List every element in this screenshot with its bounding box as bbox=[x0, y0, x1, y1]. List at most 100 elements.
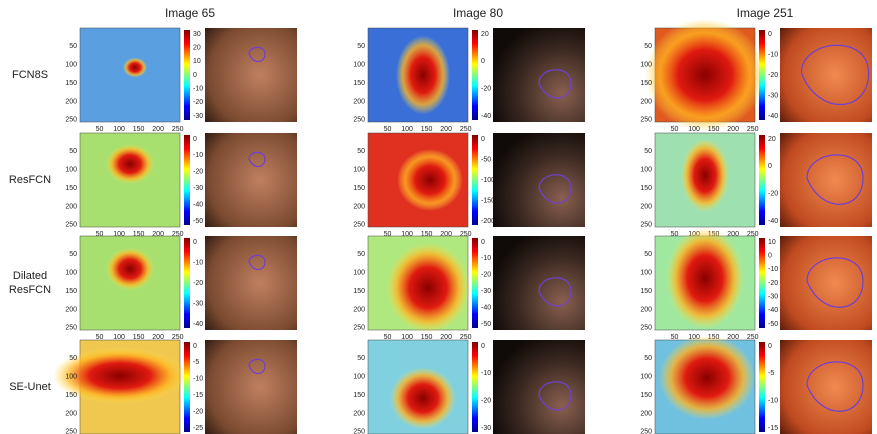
colorbar-tick-label: -30 bbox=[193, 185, 203, 192]
y-tick-label: 50 bbox=[69, 43, 77, 50]
y-tick-label: 100 bbox=[640, 167, 652, 174]
x-tick-label: 150 bbox=[708, 126, 720, 133]
colorbar-tick-label: -20 bbox=[193, 169, 203, 176]
y-tick-label: 250 bbox=[353, 117, 365, 124]
colorbar bbox=[759, 238, 765, 328]
colorbar-tick-label: -10 bbox=[193, 86, 203, 93]
heatmap-blob bbox=[659, 335, 755, 420]
y-tick-label: 250 bbox=[640, 429, 652, 434]
colorbar-tick-label: -50 bbox=[768, 321, 778, 328]
colorbar-tick-label: -20 bbox=[193, 280, 203, 287]
colorbar-tick-label: 0 bbox=[481, 343, 485, 350]
y-tick-label: 200 bbox=[353, 410, 365, 417]
colorbar-tick-label: -5 bbox=[193, 359, 199, 366]
colorbar-tick-label: -25 bbox=[193, 425, 203, 432]
y-tick-label: 50 bbox=[644, 148, 652, 155]
y-tick-label: 50 bbox=[644, 251, 652, 258]
colorbar-tick-label: -40 bbox=[768, 218, 778, 225]
endoscopy-image bbox=[205, 28, 297, 122]
heatmap-blob bbox=[645, 19, 765, 132]
y-tick-label: 200 bbox=[353, 203, 365, 210]
y-tick-label: 50 bbox=[69, 251, 77, 258]
heatmap-blob bbox=[397, 149, 463, 211]
colorbar bbox=[759, 342, 765, 432]
y-tick-label: 150 bbox=[353, 392, 365, 399]
x-tick-label: 200 bbox=[440, 126, 452, 133]
y-tick-label: 100 bbox=[640, 374, 652, 381]
colorbar-tick-label: -30 bbox=[193, 113, 203, 120]
row-label: ResFCN bbox=[9, 284, 51, 296]
colorbar-tick-label: -20 bbox=[768, 280, 778, 287]
y-tick-label: 250 bbox=[640, 325, 652, 332]
colorbar-tick-label: -10 bbox=[481, 370, 491, 377]
colorbar-tick-label: -50 bbox=[481, 321, 491, 328]
y-tick-label: 200 bbox=[65, 203, 77, 210]
colorbar-tick-label: -5 bbox=[768, 370, 774, 377]
colorbar-tick-label: 20 bbox=[193, 45, 201, 52]
x-tick-label: 50 bbox=[96, 126, 104, 133]
heatmap-blob bbox=[396, 36, 450, 115]
x-tick-label: 200 bbox=[152, 126, 164, 133]
colorbar-tick-label: 10 bbox=[768, 239, 776, 246]
colorbar-tick-label: -10 bbox=[193, 152, 203, 159]
x-tick-label: 100 bbox=[401, 126, 413, 133]
endoscopy-image bbox=[493, 236, 585, 330]
x-tick-label: 50 bbox=[671, 126, 679, 133]
y-tick-label: 200 bbox=[640, 306, 652, 313]
y-tick-label: 150 bbox=[353, 80, 365, 87]
colorbar-tick-label: -40 bbox=[193, 321, 203, 328]
colorbar bbox=[184, 30, 190, 120]
x-tick-label: 150 bbox=[133, 126, 145, 133]
y-tick-label: 200 bbox=[640, 410, 652, 417]
colorbar-tick-label: 0 bbox=[768, 31, 772, 38]
y-tick-label: 50 bbox=[69, 355, 77, 362]
colorbar bbox=[472, 135, 478, 225]
x-tick-label: 100 bbox=[688, 126, 700, 133]
y-tick-label: 100 bbox=[65, 270, 77, 277]
y-tick-label: 250 bbox=[640, 117, 652, 124]
y-tick-label: 200 bbox=[640, 203, 652, 210]
colorbar-tick-label: 30 bbox=[193, 31, 201, 38]
colorbar-tick-label: -40 bbox=[768, 307, 778, 314]
x-tick-label: 250 bbox=[460, 126, 472, 133]
row-label: FCN8S bbox=[12, 69, 48, 81]
colorbar-tick-label: 0 bbox=[481, 136, 485, 143]
colorbar-tick-label: -20 bbox=[481, 86, 491, 93]
x-tick-label: 150 bbox=[421, 126, 433, 133]
y-tick-label: 100 bbox=[65, 374, 77, 381]
y-tick-label: 250 bbox=[65, 117, 77, 124]
y-tick-label: 250 bbox=[65, 222, 77, 229]
y-tick-label: 250 bbox=[353, 325, 365, 332]
y-tick-label: 200 bbox=[65, 98, 77, 105]
colorbar-tick-label: -10 bbox=[768, 398, 778, 405]
heatmap-blob bbox=[386, 243, 470, 333]
colorbar-tick-label: -10 bbox=[193, 259, 203, 266]
y-tick-label: 100 bbox=[65, 62, 77, 69]
y-tick-label: 100 bbox=[640, 270, 652, 277]
colorbar-tick-label: 10 bbox=[193, 58, 201, 65]
y-tick-label: 200 bbox=[640, 98, 652, 105]
endoscopy-image bbox=[493, 133, 585, 227]
colorbar-tick-label: 0 bbox=[193, 239, 197, 246]
colorbar-tick-label: -50 bbox=[481, 156, 491, 163]
endoscopy-image bbox=[493, 340, 585, 434]
endoscopy-image bbox=[493, 28, 585, 122]
y-tick-label: 50 bbox=[69, 148, 77, 155]
y-tick-label: 150 bbox=[65, 288, 77, 295]
heatmap-blob bbox=[666, 228, 744, 330]
y-tick-label: 200 bbox=[65, 306, 77, 313]
y-tick-label: 250 bbox=[65, 429, 77, 434]
y-tick-label: 50 bbox=[644, 355, 652, 362]
heatmap-blob bbox=[681, 139, 729, 212]
x-tick-label: 200 bbox=[727, 126, 739, 133]
endoscopy-image bbox=[205, 236, 297, 330]
colorbar-tick-label: -30 bbox=[768, 294, 778, 301]
endoscopy-image bbox=[780, 236, 872, 330]
colorbar-tick-label: -10 bbox=[768, 51, 778, 58]
colorbar-tick-label: -40 bbox=[193, 201, 203, 208]
colorbar-tick-label: -200 bbox=[481, 218, 495, 225]
y-tick-label: 150 bbox=[640, 185, 652, 192]
colorbar-tick-label: -100 bbox=[481, 177, 495, 184]
y-tick-label: 150 bbox=[65, 185, 77, 192]
colorbar-tick-label: -40 bbox=[481, 304, 491, 311]
